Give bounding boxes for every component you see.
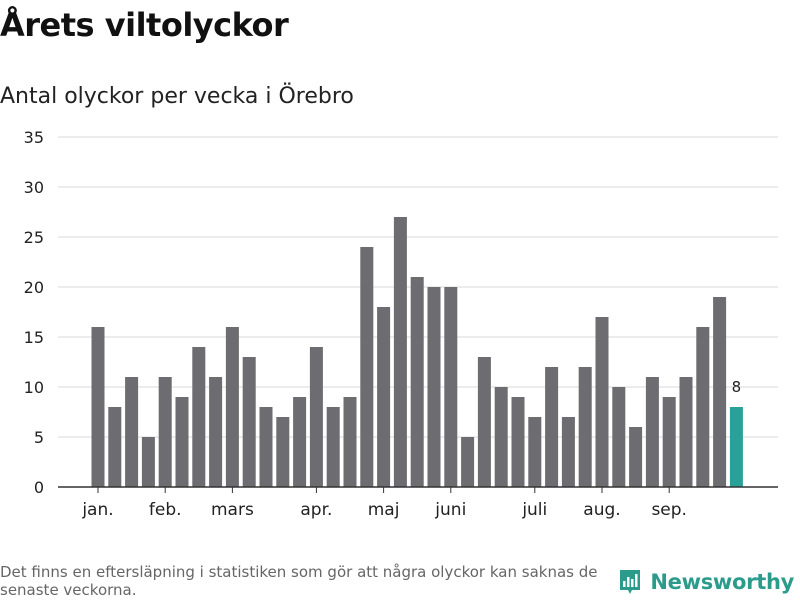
bar: [242, 357, 256, 487]
bar: [377, 307, 391, 487]
bar-chart: 0 5 10 15 20 25 30 35 jan. feb. mars apr. maj juni jul…: [24, 128, 778, 520]
x-tick-label: sep.: [651, 500, 687, 520]
bar: [528, 417, 542, 487]
x-tick-label: apr.: [300, 500, 332, 520]
bar: [461, 437, 475, 487]
bar: [343, 397, 357, 487]
bar: [427, 287, 441, 487]
bar: [360, 247, 374, 487]
footnote: Det finns en eftersläpning i statistiken…: [0, 563, 598, 599]
y-tick-label: 15: [24, 328, 44, 347]
bar: [141, 437, 155, 487]
y-tick-label: 0: [34, 478, 44, 497]
bar: [108, 407, 122, 487]
bar: [259, 407, 273, 487]
bar: [612, 387, 626, 487]
y-tick-label: 5: [34, 428, 44, 447]
brand-name: Newsworthy: [650, 570, 794, 594]
bar: [494, 387, 508, 487]
bar-highlight: [729, 407, 743, 487]
bar: [192, 347, 206, 487]
bar: [662, 397, 676, 487]
bar: [410, 277, 424, 487]
bar: [326, 407, 340, 487]
y-tick-label: 35: [24, 128, 44, 147]
chart-subtitle: Antal olyckor per vecka i Örebro: [0, 84, 354, 109]
bar: [477, 357, 491, 487]
bar: [629, 427, 643, 487]
bar: [393, 217, 407, 487]
bar: [679, 377, 693, 487]
x-tick-label: juli: [521, 500, 547, 520]
bar: [225, 327, 239, 487]
bar: [276, 417, 290, 487]
y-tick-label: 25: [24, 228, 44, 247]
bar: [561, 417, 575, 487]
bar: [696, 327, 710, 487]
bar: [713, 297, 727, 487]
bar: [293, 397, 307, 487]
bar: [309, 347, 323, 487]
bar: [545, 367, 559, 487]
bar-chart-logo-icon: [620, 570, 641, 594]
y-tick-label: 20: [24, 278, 44, 297]
bar: [175, 397, 189, 487]
y-tick-label: 10: [24, 378, 44, 397]
chart-title: Årets viltolyckor: [0, 6, 289, 44]
bar: [645, 377, 659, 487]
x-tick-label: maj: [368, 500, 400, 520]
x-tick-label: juni: [434, 500, 466, 520]
bar: [444, 287, 458, 487]
x-tick-label: jan.: [81, 500, 113, 520]
brand-logo: Newsworthy: [618, 568, 794, 596]
bar: [511, 397, 525, 487]
bar: [578, 367, 592, 487]
bar: [91, 327, 105, 487]
bar: [125, 377, 139, 487]
bar: [209, 377, 223, 487]
bar: [595, 317, 609, 487]
x-tick-label: mars: [211, 500, 254, 520]
x-tick-label: aug.: [583, 500, 620, 520]
x-tick-label: feb.: [149, 500, 182, 520]
bar: [158, 377, 172, 487]
y-tick-label: 30: [24, 178, 44, 197]
data-label: 8: [732, 378, 742, 396]
